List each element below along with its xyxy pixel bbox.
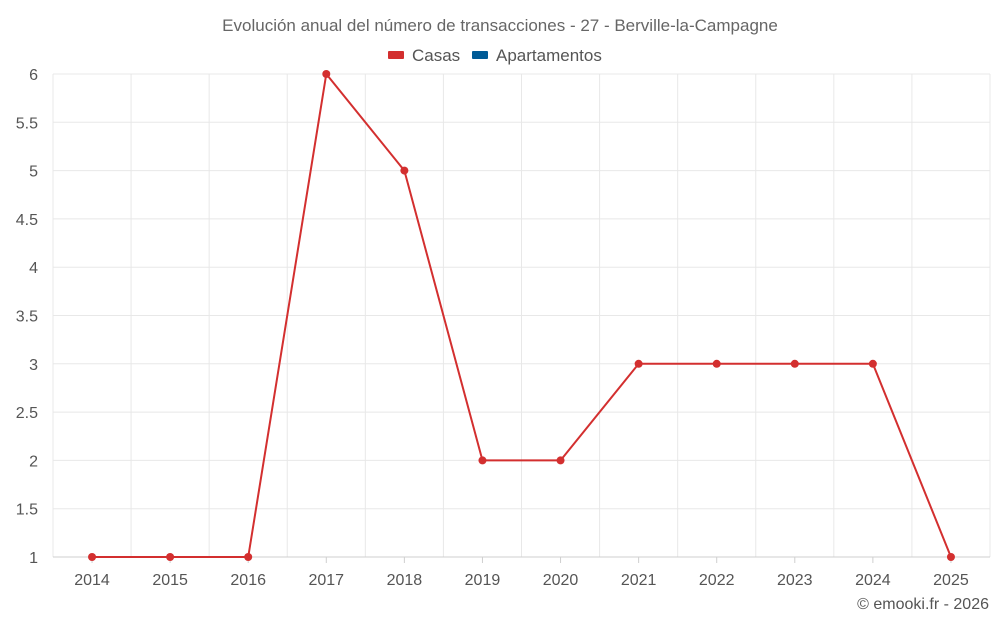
y-axis: 1 1.5 2 2.5 3 3.5 4 4.5 5 5.5 6 xyxy=(16,67,38,567)
data-point-2014[interactable] xyxy=(88,553,97,561)
x-axis: 2014 2015 2016 2017 2018 2019 2020 2021 2022 2023… xyxy=(74,557,969,589)
legend-swatch-apartamentos xyxy=(472,51,488,59)
x-tick-label: 2022 xyxy=(699,572,735,589)
y-tick-label: 5.5 xyxy=(16,115,38,132)
x-tick-label: 2021 xyxy=(621,572,657,589)
y-tick-label: 3.5 xyxy=(16,309,38,326)
x-tick-label: 2023 xyxy=(777,572,813,589)
data-point-2022[interactable] xyxy=(712,359,721,368)
x-tick-label: 2024 xyxy=(855,572,891,589)
data-point-2023[interactable] xyxy=(790,359,799,368)
data-point-2021[interactable] xyxy=(634,359,643,368)
data-point-2015[interactable] xyxy=(166,553,175,561)
y-tick-label: 2.5 xyxy=(16,405,38,422)
y-tick-label: 2 xyxy=(29,453,38,470)
y-tick-label: 1 xyxy=(29,550,38,567)
x-gridlines xyxy=(52,74,991,558)
x-tick-label: 2015 xyxy=(152,572,188,589)
chart-title: Evolución anual del número de transaccio… xyxy=(222,16,778,35)
legend-item-apartamentos[interactable]: Apartamentos xyxy=(472,46,602,65)
y-tick-label: 3 xyxy=(29,357,38,374)
series-line-casas xyxy=(92,73,952,558)
x-tick-label: 2018 xyxy=(387,572,423,589)
x-tick-label: 2017 xyxy=(308,572,344,589)
legend-swatch-casas xyxy=(388,51,404,59)
series-casas xyxy=(88,70,955,561)
legend-label-casas: Casas xyxy=(412,46,460,65)
x-tick-label: 2019 xyxy=(465,572,501,589)
credit-text: © emooki.fr - 2026 xyxy=(857,596,989,613)
x-tick-label: 2025 xyxy=(933,572,969,589)
x-tick-label: 2016 xyxy=(230,572,266,589)
data-point-2016[interactable] xyxy=(244,553,253,561)
y-tick-label: 5 xyxy=(29,164,38,181)
x-tick-label: 2020 xyxy=(543,572,579,589)
y-tick-label: 4.5 xyxy=(16,212,38,229)
data-point-2017[interactable] xyxy=(322,70,331,78)
legend-item-casas[interactable]: Casas xyxy=(388,46,460,65)
y-tick-label: 1.5 xyxy=(16,502,38,519)
data-point-2019[interactable] xyxy=(478,456,487,465)
x-tick-label: 2014 xyxy=(74,572,110,589)
legend-label-apartamentos: Apartamentos xyxy=(496,46,602,65)
y-tick-label: 6 xyxy=(29,67,38,84)
legend: Casas Apartamentos xyxy=(388,46,602,65)
y-tick-label: 4 xyxy=(29,260,38,277)
data-point-2018[interactable] xyxy=(400,166,409,175)
data-point-2024[interactable] xyxy=(868,359,877,368)
data-point-2020[interactable] xyxy=(556,456,565,465)
data-point-2025[interactable] xyxy=(946,553,955,561)
